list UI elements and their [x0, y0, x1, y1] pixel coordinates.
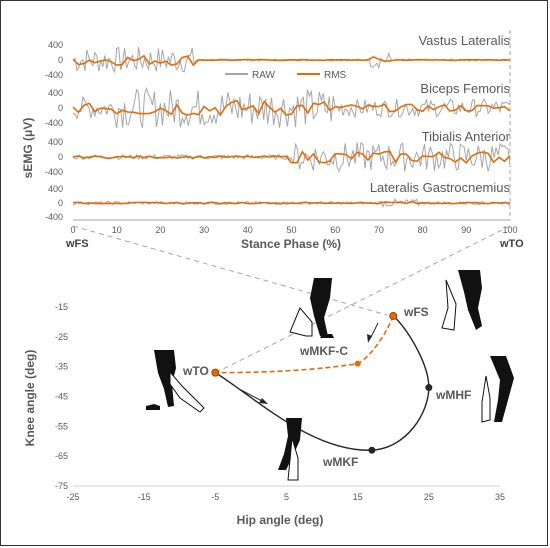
hip-tick-label: -5	[211, 492, 219, 502]
emg-y-tick-label: 0	[58, 103, 63, 113]
hip-ticks: -25 -15 -5 5 15 25 35	[66, 492, 505, 502]
marker-wmkf-c	[354, 360, 361, 367]
angle-curve-solid	[214, 315, 430, 451]
hip-tick-label: -25	[66, 492, 79, 502]
angle-curves	[211, 311, 433, 454]
muscle-label-tibialis: Tibialis Anterior	[422, 129, 511, 144]
knee-tick-label: -55	[55, 421, 68, 431]
emg-x-tick-label: 50	[286, 225, 296, 235]
muscle-label-biceps: Biceps Femoris	[420, 81, 510, 96]
knee-tick-label: -75	[55, 481, 68, 491]
leg-foot-strike-icon	[289, 278, 334, 338]
leg-mid-knee-flexion-icon	[278, 418, 302, 481]
knee-tick-label: -45	[55, 392, 68, 402]
hip-tick-label: 35	[495, 492, 505, 502]
emg-rms-trace	[72, 99, 511, 117]
emg-y-tick-label: 400	[48, 88, 63, 98]
knee-tick-label: -15	[55, 302, 68, 312]
angle-curve-dashed	[215, 315, 394, 374]
hip-tick-label: 5	[284, 492, 289, 502]
hip-tick-label: -15	[138, 492, 151, 502]
hip-tick-label: 15	[353, 492, 363, 502]
marker-wto	[211, 368, 220, 377]
point-label-wfs: wFS	[403, 305, 429, 319]
point-label-wmhf: wMHF	[435, 388, 471, 402]
leg-foot-strike-icon	[441, 270, 482, 331]
muscle-label-vastus: Vastus Lateralis	[418, 33, 510, 48]
marker-wmkf	[368, 446, 376, 454]
knee-tick-label: -35	[55, 362, 68, 372]
leg-toe-off-icon	[146, 350, 205, 413]
point-label-wmkf: wMKF	[322, 455, 358, 469]
legend-rms-label: RMS	[324, 70, 347, 81]
point-label-wmkf-c: wMKF-C	[299, 344, 348, 358]
emg-x-tick-label: 40	[243, 225, 253, 235]
muscle-label-gastrocnemius: Lateralis Gastrocnemius	[370, 180, 511, 195]
hip-tick-label: 25	[424, 492, 434, 502]
point-label-wto: wTO	[182, 364, 209, 378]
emg-y-tick-label: -400	[45, 70, 63, 80]
connector-wto-line	[218, 225, 511, 372]
emg-x-tick-label: 0	[70, 225, 75, 235]
marker-wfs	[389, 311, 398, 320]
emg-x-tick-label: 90	[461, 225, 471, 235]
legend-raw-label: RAW	[252, 70, 276, 81]
direction-arrow-icon	[367, 322, 379, 343]
emg-panel: sEMG (μV) 4000-4004000-4004000-4004000-4…	[21, 30, 524, 251]
leg-mid-hip-flexion-icon	[481, 356, 514, 423]
emg-y-axis-title: sEMG (μV)	[21, 118, 35, 179]
emg-end-label: wTO	[499, 238, 524, 250]
knee-axis-title: Knee angle (deg)	[23, 350, 37, 447]
emg-x-tick-label: 10	[112, 225, 122, 235]
emg-start-label: wFS	[65, 238, 89, 250]
knee-tick-label: -25	[55, 332, 68, 342]
emg-y-tick-label: 0	[58, 55, 63, 65]
emg-rms-trace	[72, 200, 511, 205]
emg-rms-trace	[72, 54, 511, 67]
emg-y-tick-label: -400	[45, 118, 63, 128]
emg-traces	[72, 46, 511, 208]
emg-x-tick-label: 70	[374, 225, 384, 235]
knee-tick-label: -65	[55, 451, 68, 461]
emg-x-tick-label: 30	[199, 225, 209, 235]
emg-x-tick-label: 60	[330, 225, 340, 235]
emg-x-tick-label: 20	[155, 225, 165, 235]
emg-raw-trace	[72, 86, 511, 128]
emg-raw-trace	[72, 141, 511, 173]
emg-y-tick-label: 400	[48, 40, 63, 50]
emg-x-tick-label: 80	[418, 225, 428, 235]
knee-ticks: -15 -25 -35 -45 -55 -65 -75	[55, 302, 68, 491]
emg-y-tick-label: 0	[58, 152, 63, 162]
emg-y-tick-label: -400	[45, 212, 63, 222]
connector-wfs-line	[72, 225, 388, 316]
emg-y-tick-label: 400	[48, 137, 63, 147]
emg-x-tick-label: 100	[502, 225, 517, 235]
emg-x-ticks: 0 10 20 30 40 50 60 70 80 90 100	[70, 225, 517, 235]
emg-x-axis-title: Stance Phase (%)	[241, 237, 341, 251]
emg-y-tick-label: -400	[45, 167, 63, 177]
emg-y-tick-label: 400	[48, 184, 63, 194]
joint-angle-panel: Knee angle (deg) Hip angle (deg) -25 -15-…	[23, 270, 514, 527]
hip-axis-title: Hip angle (deg)	[237, 513, 324, 527]
emg-y-ticks: 400 0 -400 400 0 -400 400 0 -400 400 0 -400	[45, 40, 63, 222]
emg-y-tick-label: 0	[58, 198, 63, 208]
marker-wmhf	[425, 384, 433, 392]
direction-arrow-icon	[240, 389, 268, 404]
emg-rms-trace	[72, 150, 511, 165]
